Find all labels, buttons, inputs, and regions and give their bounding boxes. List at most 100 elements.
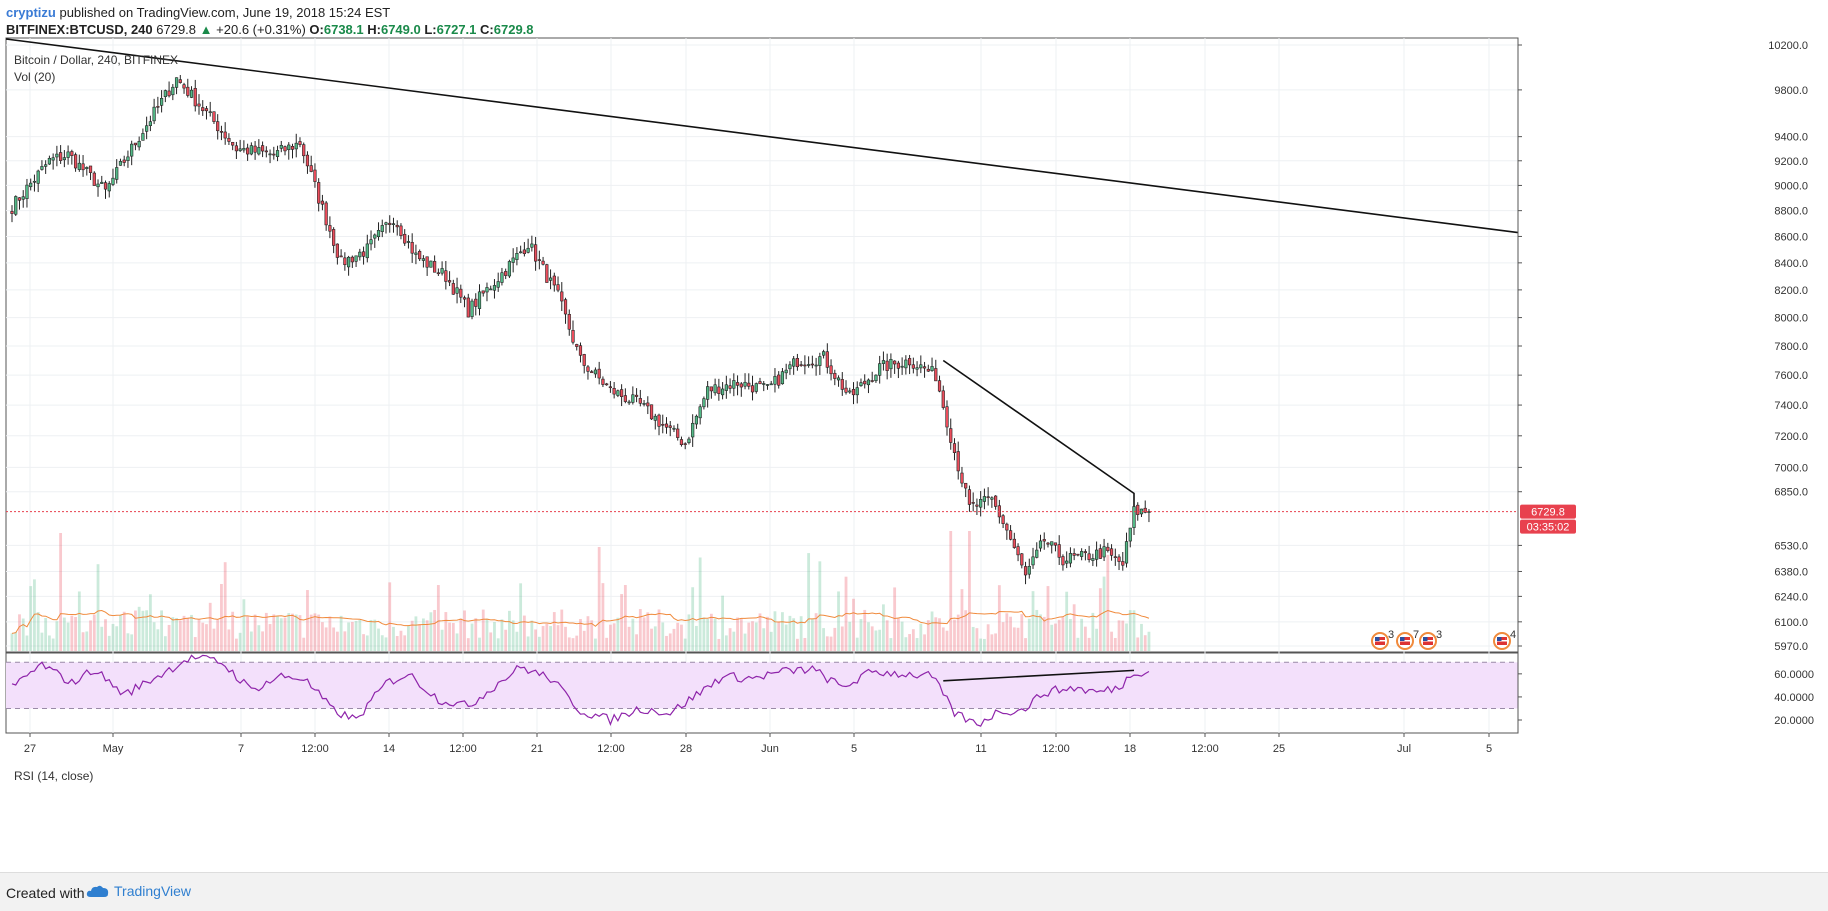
candle xyxy=(702,396,706,410)
candle xyxy=(10,205,14,223)
candle-body xyxy=(55,153,59,158)
volume-bar xyxy=(156,629,160,651)
candle-body xyxy=(623,395,627,402)
volume-bar xyxy=(934,617,938,651)
volume-bar xyxy=(938,618,941,651)
volume-bar xyxy=(283,617,287,651)
candle-body xyxy=(915,367,919,370)
candle-body xyxy=(874,374,878,382)
us-flag-icon[interactable]: 3 xyxy=(1419,629,1442,650)
candle-body xyxy=(724,384,728,391)
candle xyxy=(952,438,957,461)
candle-body xyxy=(287,144,291,151)
volume-bar xyxy=(44,618,48,651)
candle xyxy=(40,160,44,171)
candle xyxy=(795,353,799,371)
volume-bar xyxy=(511,620,515,651)
candle xyxy=(320,194,325,211)
candle xyxy=(582,353,586,374)
candle xyxy=(178,75,182,84)
candle-body xyxy=(1091,558,1095,561)
volume-bar xyxy=(616,617,620,651)
volume-bar xyxy=(85,631,89,651)
candle-body xyxy=(10,211,14,214)
candle-body xyxy=(878,363,882,376)
price-tick-label: 7800.0 xyxy=(1774,341,1808,353)
volume-bar xyxy=(489,632,493,651)
candle-body xyxy=(433,261,437,273)
volume-bar xyxy=(227,629,231,651)
volume-bar xyxy=(369,619,373,651)
volume-bar xyxy=(923,634,926,651)
volume-bar xyxy=(96,564,100,651)
axes: 10200.0 9800.0 9400.0 9200.0 9000.0 8800.0 860… xyxy=(24,38,1828,755)
candle-body xyxy=(481,290,485,294)
candle xyxy=(1095,541,1099,567)
candle xyxy=(350,255,354,268)
candle-body xyxy=(1012,538,1016,548)
candle-body xyxy=(1106,546,1110,551)
volume-bar xyxy=(1091,612,1095,651)
candle xyxy=(758,377,762,385)
candle xyxy=(59,145,63,164)
volume-bar xyxy=(134,610,137,651)
candle-body xyxy=(294,142,298,150)
candle xyxy=(679,436,684,447)
volume-bar xyxy=(111,623,115,651)
event-count: 4 xyxy=(1510,629,1516,641)
volume-bar xyxy=(119,615,122,651)
candle xyxy=(462,295,467,308)
candle-body xyxy=(986,496,990,499)
candle-body xyxy=(29,182,33,188)
volume-bar xyxy=(1072,604,1076,651)
candle xyxy=(1124,532,1129,568)
volume-bar xyxy=(152,622,156,651)
candle xyxy=(1061,554,1065,571)
candle xyxy=(743,373,747,390)
candle-body xyxy=(403,233,407,244)
volume-bar xyxy=(515,631,519,651)
price-tick-label: 9000.0 xyxy=(1774,180,1808,192)
candle xyxy=(459,284,463,304)
us-flag-icon[interactable]: 4 xyxy=(1493,629,1516,650)
candle-body xyxy=(332,229,336,246)
volume-bar xyxy=(70,615,74,651)
high-label: H: xyxy=(367,22,381,37)
volume-bar xyxy=(302,637,306,651)
candle-body xyxy=(343,257,347,266)
candle-body xyxy=(167,90,171,97)
volume-bar xyxy=(635,634,638,651)
volume-bar xyxy=(661,622,665,651)
volume-bar xyxy=(339,615,343,651)
us-flag-icon[interactable]: 7 xyxy=(1396,629,1419,650)
author-link[interactable]: cryptizu xyxy=(6,5,56,20)
candle-body xyxy=(840,379,844,390)
tradingview-logo[interactable]: TradingView xyxy=(86,883,191,899)
candle-body xyxy=(870,380,874,382)
candle xyxy=(156,96,160,114)
candle-body xyxy=(133,142,138,146)
price-chart[interactable]: 10200.0 9800.0 9400.0 9200.0 9000.0 8800.0 860… xyxy=(0,0,1828,872)
candle-body xyxy=(519,251,523,254)
price-tick-label: 7000.0 xyxy=(1774,462,1808,474)
candle xyxy=(1016,543,1020,562)
candle-body xyxy=(859,382,863,387)
economic-events[interactable]: 3 7 3 4 xyxy=(1371,629,1516,650)
volume-bar xyxy=(736,617,739,651)
candle-body xyxy=(646,402,650,407)
event-count: 3 xyxy=(1436,629,1442,641)
volume-bar xyxy=(309,614,313,651)
trendlines[interactable] xyxy=(5,38,1519,682)
candle-body xyxy=(496,281,500,288)
candle-body xyxy=(851,389,856,396)
volume-bar xyxy=(373,619,377,651)
candle xyxy=(994,495,998,510)
candle-body xyxy=(485,287,489,293)
candle-body xyxy=(137,141,141,148)
volume-bar xyxy=(36,612,40,651)
candle xyxy=(260,141,265,158)
us-flag-icon[interactable]: 3 xyxy=(1371,629,1394,650)
candle-body xyxy=(664,423,669,428)
candle xyxy=(328,216,332,239)
candle xyxy=(317,178,321,212)
